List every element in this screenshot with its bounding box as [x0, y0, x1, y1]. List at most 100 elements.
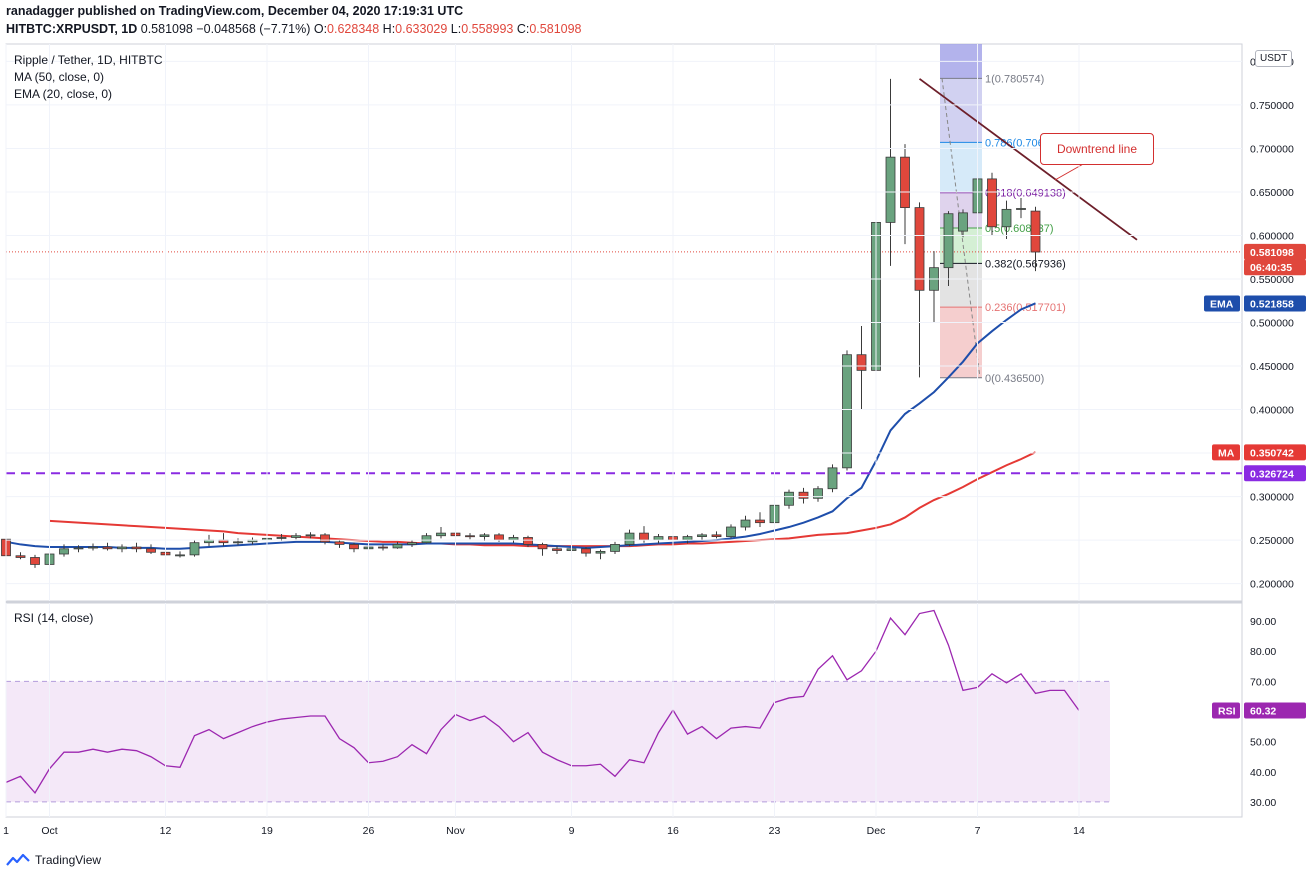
candle-up [479, 534, 490, 537]
candle-up [827, 467, 838, 490]
time-tick-label: Nov [446, 825, 465, 837]
low-label: L: [450, 22, 462, 36]
candle-down [131, 546, 142, 550]
candle-down [349, 544, 359, 550]
candle-up [175, 554, 185, 557]
candle-down [102, 546, 113, 550]
candle-up [88, 546, 98, 549]
price-tick-label: 0.400000 [1250, 405, 1294, 417]
callout-pointer [1054, 162, 1086, 181]
indicator-tag-box [1212, 444, 1240, 461]
time-tick-label: Oct [41, 825, 57, 837]
candle-down [30, 557, 40, 565]
time-tick-label: 23 [769, 825, 781, 837]
candle-down [987, 178, 997, 228]
rsi-tick-label: 70.00 [1250, 676, 1276, 688]
candle-up [233, 541, 243, 544]
candle-down [465, 535, 475, 538]
downtrend-line[interactable] [918, 78, 1138, 241]
candle-up [624, 532, 635, 545]
rsi-tag-box [1212, 702, 1240, 719]
candle-up [73, 547, 84, 550]
fib-zone [940, 263, 982, 308]
candle-up [697, 534, 707, 537]
ma-50-polyline [49, 451, 1036, 548]
candle-up [305, 534, 316, 537]
rsi-tick-label: 90.00 [1250, 616, 1276, 628]
price-tick-label: 0.500000 [1250, 318, 1294, 330]
candle-up [59, 548, 69, 555]
price-tick-label: 0.450000 [1250, 361, 1294, 373]
price-label-text: 0.521858 [1250, 298, 1294, 310]
downtrend-callout[interactable]: Downtrend line [1040, 133, 1154, 165]
time-tick-label: 19 [261, 825, 273, 837]
candle-down [755, 519, 765, 524]
fib-level-label: 0(0.436500) [985, 373, 1044, 385]
rsi-legend[interactable]: RSI (14, close) [14, 611, 94, 625]
low-value: 0.558993 [461, 22, 514, 36]
candle-up [653, 536, 664, 541]
rsi-pane: 30.0040.0050.0060.0070.0080.0090.0060.32… [5, 609, 1306, 809]
candle-up [117, 546, 127, 550]
rsi-tick-label: 50.00 [1250, 737, 1276, 749]
candle-down [334, 541, 345, 545]
high-label: H: [382, 22, 396, 36]
symbol: HITBTC:XRPUSDT, 1D [6, 22, 138, 36]
candle-down [320, 534, 330, 543]
last-price: 0.581098 [140, 22, 193, 36]
price-label-box [1244, 243, 1306, 260]
rsi-tick-label: 80.00 [1250, 646, 1276, 658]
candle-up [610, 544, 620, 552]
price-label-text: 0.350742 [1250, 447, 1294, 459]
fib-level-label: 0.618(0.649138) [985, 188, 1066, 200]
price-tick-label: 0.250000 [1250, 535, 1294, 547]
time-tick-label: 7 [975, 825, 981, 837]
candle-down [711, 534, 722, 537]
candle-up [189, 542, 200, 556]
candle-up [1001, 208, 1012, 228]
price-label-box [1244, 295, 1306, 312]
rsi-value-box [1244, 702, 1306, 719]
price-tick-label: 0.300000 [1250, 492, 1294, 504]
candle-up [392, 544, 403, 549]
candle-up [291, 535, 301, 538]
candle-down [537, 544, 548, 550]
trendline-segment [918, 78, 1138, 241]
price-label-box [1244, 259, 1306, 276]
candlestick-series [1, 78, 1041, 568]
time-axis[interactable]: 1 Oct 12 19 26 Nov 9 16 23 Dec 7 14 [3, 44, 1085, 837]
currency-badge[interactable]: USDT [1255, 50, 1293, 67]
candle-up [1016, 208, 1026, 210]
price-label-text: 0.326724 [1250, 468, 1294, 480]
rsi-tick-label: 30.00 [1250, 797, 1276, 809]
open-label: O: [313, 22, 328, 36]
close-label: C: [516, 22, 530, 36]
time-tick-label: 26 [363, 825, 375, 837]
candle-down [146, 548, 156, 553]
price-tick-label: 0.200000 [1250, 579, 1294, 591]
price-tick-label: 0.750000 [1250, 100, 1294, 112]
time-tick-label: 1 [3, 825, 9, 837]
time-tick-label: 9 [569, 825, 575, 837]
price-label-box [1244, 465, 1306, 482]
tradingview-logo[interactable]: TradingView [6, 853, 101, 867]
candle-up [958, 212, 968, 232]
candle-down [15, 555, 26, 558]
rsi-line [5, 609, 1080, 794]
candle-up [407, 542, 417, 545]
ema-legend[interactable]: EMA (20, close, 0) [14, 87, 113, 101]
ma-legend[interactable]: MA (50, close, 0) [14, 70, 105, 84]
ema-20-polyline [5, 302, 1036, 550]
candle-up [885, 156, 896, 223]
price-tick-label: 0.550000 [1250, 274, 1294, 286]
fib-level-label: 1(0.780574) [985, 73, 1044, 85]
indicator-tag-text: EMA [1210, 298, 1234, 310]
price-tick-label: 0.600000 [1250, 230, 1294, 242]
ma-50-line [49, 451, 1036, 548]
candle-up [842, 354, 852, 469]
rsi-band [6, 681, 1110, 802]
candle-up [784, 491, 794, 506]
price-change: −0.048568 (−7.71%) [196, 22, 311, 36]
high-value: 0.633029 [395, 22, 448, 36]
